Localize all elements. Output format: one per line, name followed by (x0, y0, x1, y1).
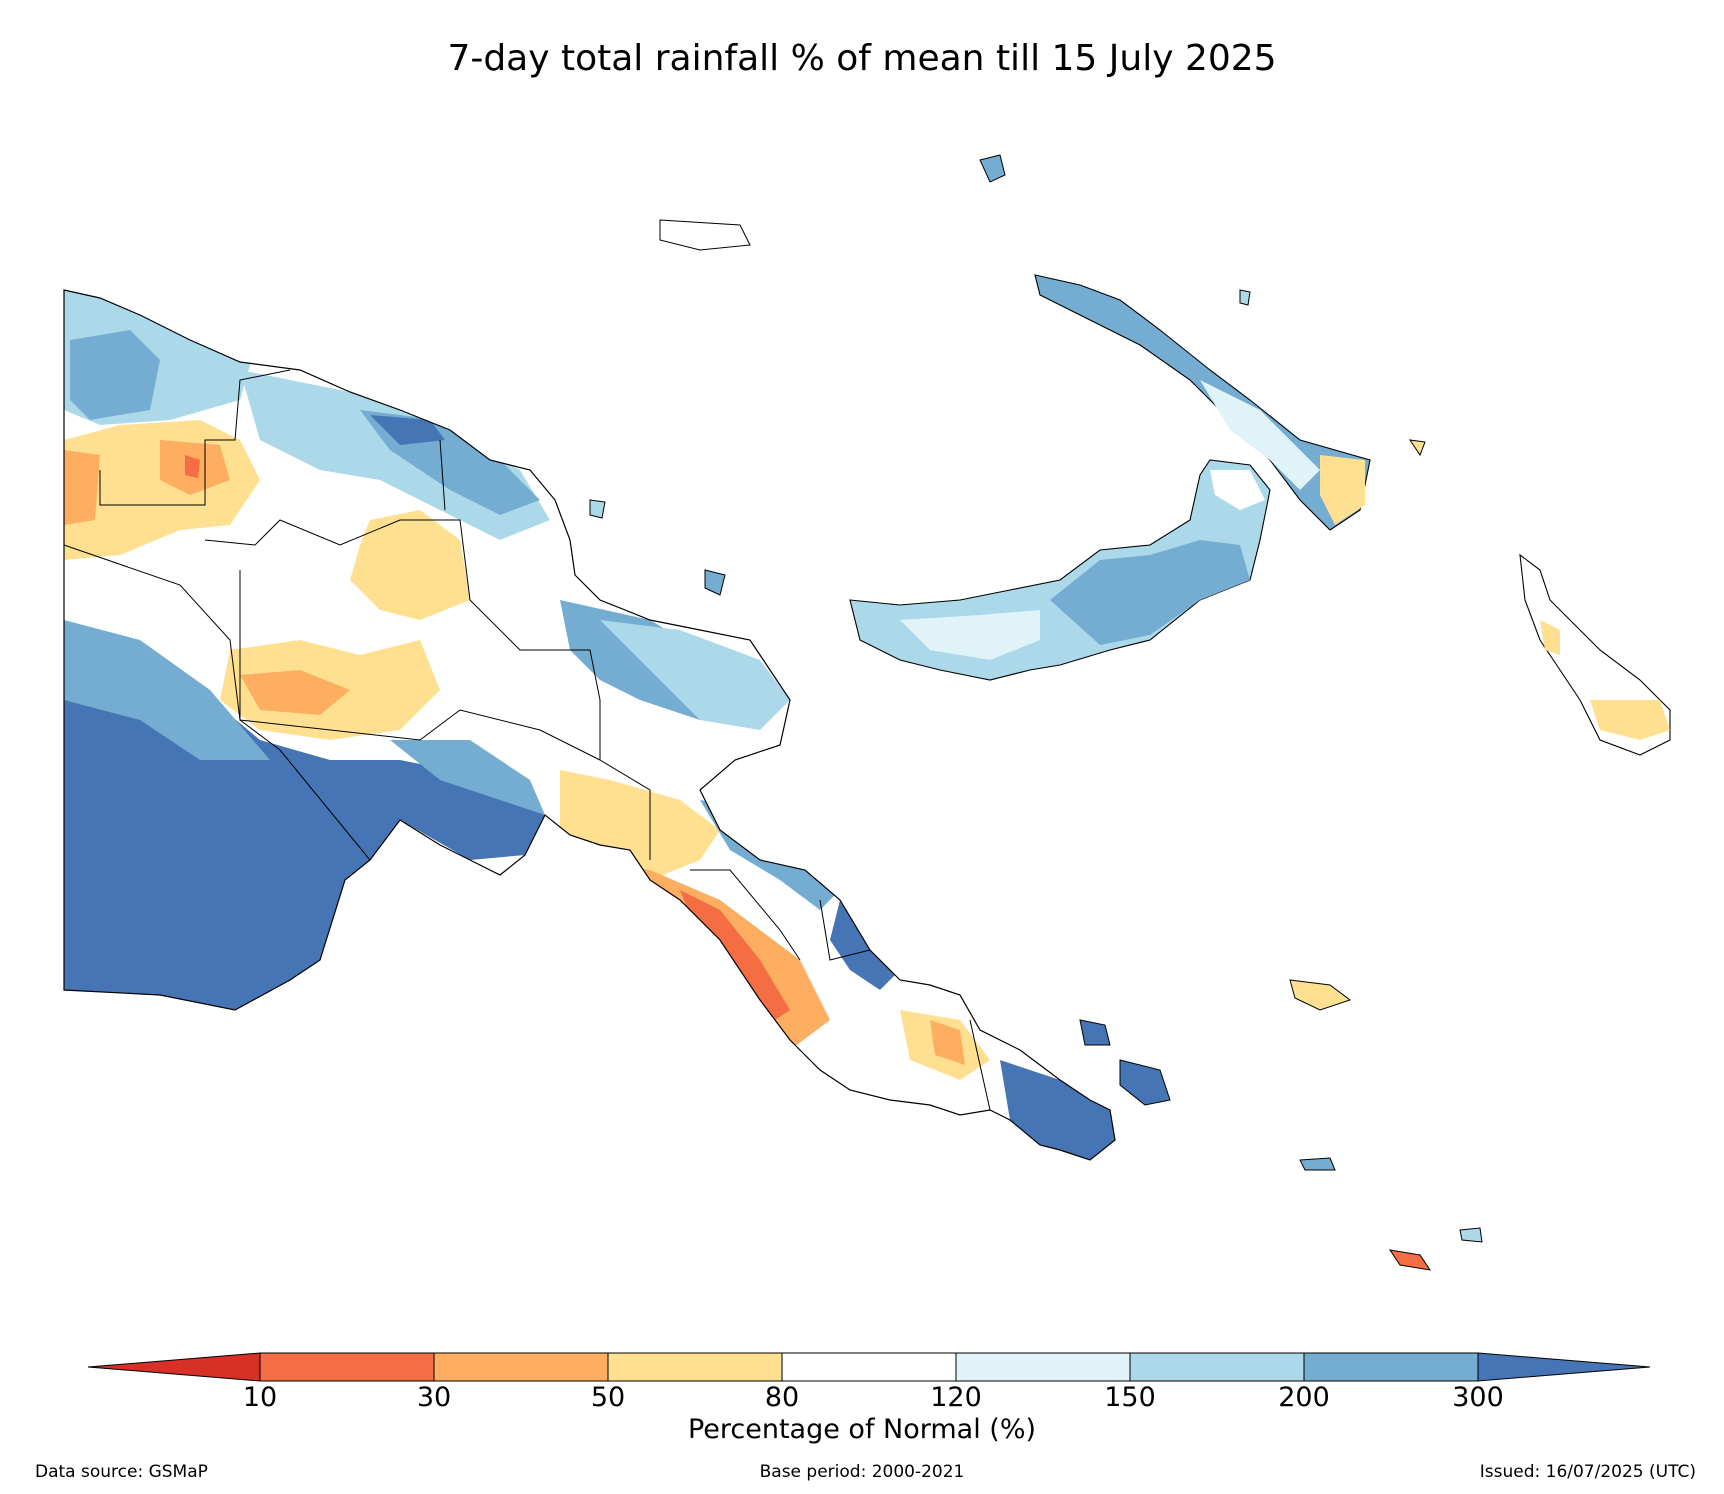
fergusson-island (1119, 1059, 1171, 1106)
colorbar-tick: 200 (1278, 1382, 1330, 1413)
province-boundaries (63, 369, 991, 1111)
new-britain-island (849, 459, 1271, 681)
colorbar-bin-200-300 (1303, 1352, 1479, 1382)
colorbar-bin-30-50 (433, 1352, 609, 1382)
small-island-east (1459, 1227, 1483, 1243)
new-ireland-island (1034, 274, 1371, 531)
colorbar-tick: 300 (1452, 1382, 1504, 1413)
colorbar-tick: 30 (416, 1382, 452, 1413)
umboi-island (704, 569, 726, 596)
rossel-island (1388, 1249, 1432, 1271)
colorbar-tick: 150 (1104, 1382, 1156, 1413)
colorbar-label: Percentage of Normal (%) (687, 1414, 1037, 1445)
mainland-outline (63, 289, 1116, 1161)
colorbar-bin-150-200 (1129, 1352, 1305, 1382)
lihir-island (1239, 289, 1251, 306)
data-source-note: Data source: GSMaP (35, 1462, 208, 1482)
goodenough-island (1079, 1019, 1111, 1046)
mainland (64, 290, 1115, 1160)
colorbar-tick: 120 (930, 1382, 982, 1413)
colorbar-tick: 80 (764, 1382, 800, 1413)
issued-date-note: Issued: 16/07/2025 (UTC) (1479, 1462, 1696, 1482)
northern-small-islands (659, 219, 751, 251)
bougainville-island (1519, 553, 1671, 756)
map-title: 7-day total rainfall % of mean till 15 J… (447, 38, 1277, 79)
colorbar-extend-high (1477, 1352, 1651, 1382)
colorbar-bin-10-30 (259, 1352, 435, 1382)
colorbar-bin-80-120 (781, 1352, 957, 1382)
feni-island (1408, 439, 1426, 457)
colorbar-bin-120-150 (955, 1352, 1131, 1382)
colorbar-extend-low (87, 1352, 261, 1382)
trobriand-island (1289, 979, 1352, 1011)
colorbar-tick: 50 (590, 1382, 626, 1413)
woodlark-island (1299, 1157, 1336, 1171)
colorbar-bin-50-80 (607, 1352, 783, 1382)
colorbar (87, 1352, 1651, 1382)
manus-island (979, 154, 1006, 183)
base-period-note: Base period: 2000-2021 (759, 1462, 965, 1482)
karkar-island (589, 499, 606, 519)
colorbar-tick: 10 (242, 1382, 278, 1413)
